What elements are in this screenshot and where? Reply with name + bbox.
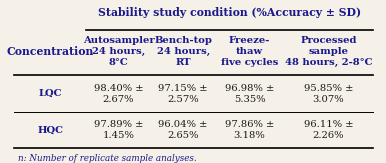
Text: 96.04% ±
2.65%: 96.04% ± 2.65% bbox=[158, 120, 208, 140]
Text: 97.89% ±
1.45%: 97.89% ± 1.45% bbox=[94, 120, 143, 140]
Text: 97.15% ±
2.57%: 97.15% ± 2.57% bbox=[158, 84, 208, 104]
Text: Autosampler
24 hours,
8°C: Autosampler 24 hours, 8°C bbox=[83, 36, 154, 67]
Text: Freeze-
thaw
five cycles: Freeze- thaw five cycles bbox=[221, 36, 278, 67]
Text: LQC: LQC bbox=[39, 89, 62, 98]
Text: 97.86% ±
3.18%: 97.86% ± 3.18% bbox=[225, 120, 274, 140]
Text: HQC: HQC bbox=[37, 126, 63, 135]
Text: 98.40% ±
2.67%: 98.40% ± 2.67% bbox=[94, 84, 143, 104]
Text: 95.85% ±
3.07%: 95.85% ± 3.07% bbox=[304, 84, 353, 104]
Text: 96.98% ±
5.35%: 96.98% ± 5.35% bbox=[225, 84, 274, 104]
Text: n: Number of replicate sample analyses.: n: Number of replicate sample analyses. bbox=[18, 154, 196, 163]
Text: Stability study condition (%Accuracy ± SD): Stability study condition (%Accuracy ± S… bbox=[98, 7, 361, 18]
Text: Bench-top
24 hours,
RT: Bench-top 24 hours, RT bbox=[154, 36, 212, 67]
Text: Processed
sample
48 hours, 2-8°C: Processed sample 48 hours, 2-8°C bbox=[285, 36, 372, 67]
Text: Concentration: Concentration bbox=[7, 46, 94, 57]
Text: 96.11% ±
2.26%: 96.11% ± 2.26% bbox=[304, 120, 353, 140]
